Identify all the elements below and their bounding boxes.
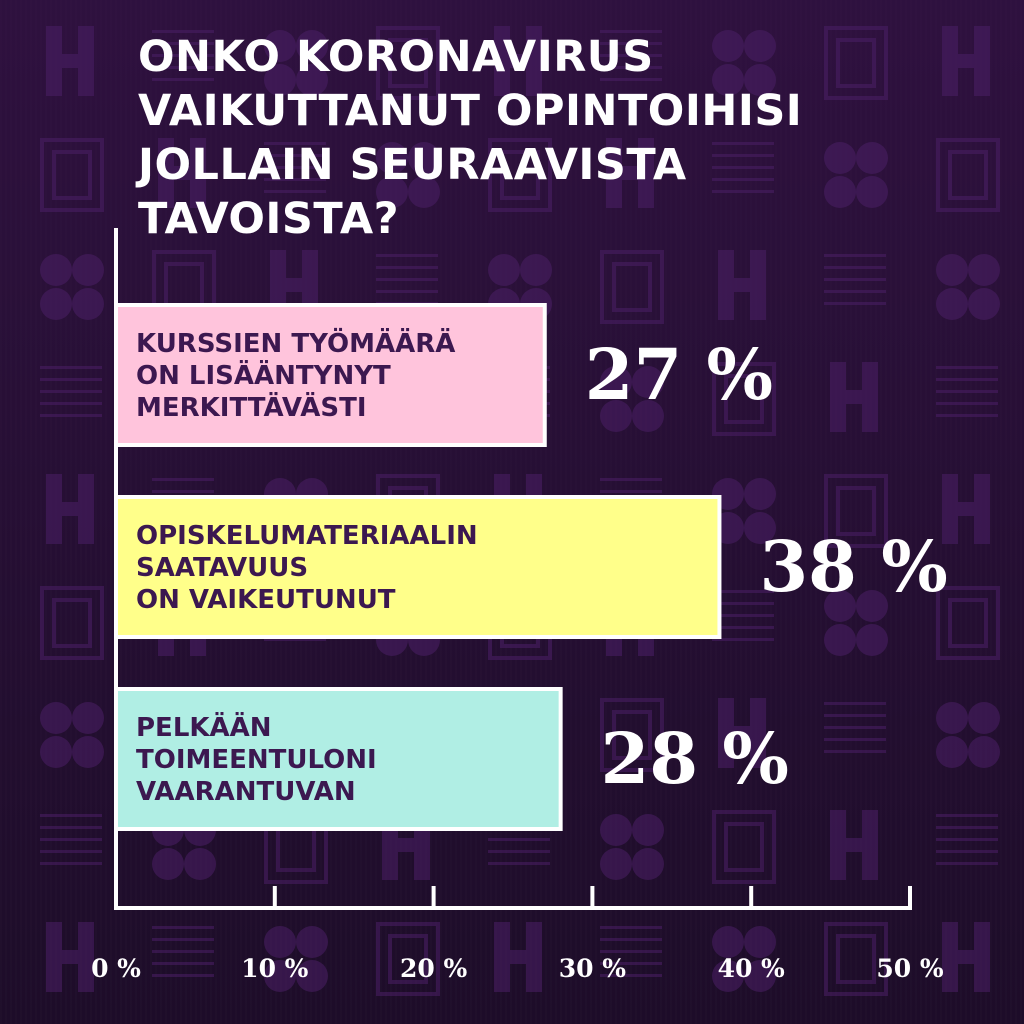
x-tick-label: 10 % — [241, 954, 308, 983]
value-label: 38 % — [759, 525, 947, 608]
background-tile — [712, 362, 776, 436]
background-tile — [936, 586, 1000, 660]
bar-label: KURSSIEN TYÖMÄÄRÄ — [136, 326, 455, 359]
background-tile — [46, 474, 94, 544]
bar — [114, 495, 722, 639]
background-tile — [600, 814, 664, 880]
background-tile — [824, 474, 888, 548]
x-tick-label: 20 % — [400, 954, 467, 983]
background-tile — [152, 926, 214, 977]
bar-label: OPISKELUMATERIAALIN — [136, 521, 478, 551]
background-tile — [824, 702, 886, 753]
background-tile — [824, 142, 888, 208]
background-tile — [712, 590, 774, 641]
x-tick-label: 50 % — [876, 954, 943, 983]
value-label: 28 % — [601, 717, 789, 800]
background-tile — [936, 702, 1000, 768]
background-tile — [942, 474, 990, 544]
x-tick-label: 40 % — [718, 954, 785, 983]
background-tile — [494, 922, 542, 992]
background-tile — [824, 922, 888, 996]
x-tick-label: 0 % — [91, 954, 141, 983]
background-tile — [718, 250, 766, 320]
bar-label: SAATAVUUS — [136, 553, 308, 583]
bar-label: PELKÄÄN — [136, 711, 272, 743]
bar-label: MERKITTÄVÄSTI — [136, 391, 367, 423]
bar-label: VAARANTUVAN — [136, 777, 356, 807]
background-tile — [600, 698, 664, 772]
background-tile — [40, 138, 104, 212]
background-tile — [830, 810, 878, 880]
bar-label: ON VAIKEUTUNUT — [136, 585, 396, 615]
background-tile — [376, 142, 440, 208]
background-tile — [158, 138, 206, 208]
background-tile — [40, 814, 102, 865]
background-tile — [712, 810, 776, 884]
background-tile — [936, 366, 998, 417]
background-tile — [936, 814, 998, 865]
background-tile — [824, 590, 888, 656]
background-tile — [264, 926, 328, 992]
background-tile — [600, 926, 662, 977]
background-tile — [712, 142, 774, 193]
background-tile — [270, 250, 318, 320]
background-tile — [376, 922, 440, 996]
background-tile — [718, 698, 766, 768]
background-tile — [46, 922, 94, 992]
background-tile — [40, 702, 104, 768]
background-tile — [824, 26, 888, 100]
chart-title: ONKO KORONAVIRUS VAIKUTTANUT OPINTOIHISI… — [138, 32, 803, 244]
background-tile — [600, 250, 664, 324]
bar-label: TOIMEENTULONI — [136, 745, 377, 775]
background-tile — [942, 26, 990, 96]
bar-label: ON LISÄÄNTYNYT — [136, 359, 391, 391]
background-tile — [494, 26, 542, 96]
x-axis: 0 % 10 % 20 % 30 % 40 % 50 % — [91, 228, 944, 983]
value-label: 27 % — [585, 333, 773, 416]
background-tile — [40, 254, 104, 320]
background-tile — [488, 138, 552, 212]
background-tile — [824, 254, 886, 305]
background-tile — [264, 142, 326, 193]
background-tile — [600, 366, 664, 432]
background-tile — [46, 26, 94, 96]
background-tile — [152, 30, 214, 81]
background-tile — [376, 26, 440, 100]
background-tile — [40, 586, 104, 660]
x-tick-label: 30 % — [559, 954, 626, 983]
background-tile — [40, 366, 102, 417]
background-tile — [264, 30, 328, 96]
background-tile — [942, 922, 990, 992]
background-tile — [600, 30, 662, 81]
background-tile — [830, 362, 878, 432]
background-tile — [606, 138, 654, 208]
background-tile — [712, 30, 776, 96]
background-tile — [712, 926, 776, 992]
background-tile — [936, 254, 1000, 320]
background-tile — [936, 138, 1000, 212]
